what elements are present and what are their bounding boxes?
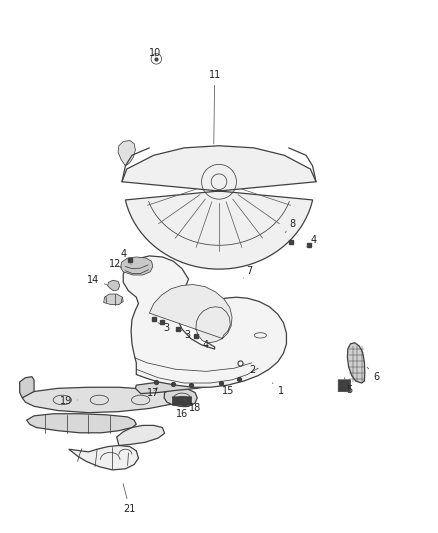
- Text: 2: 2: [244, 364, 255, 375]
- Polygon shape: [108, 280, 120, 291]
- Text: 7: 7: [244, 266, 253, 278]
- Polygon shape: [122, 146, 316, 269]
- Text: 4: 4: [307, 235, 317, 246]
- Polygon shape: [104, 294, 123, 305]
- Polygon shape: [120, 257, 153, 275]
- FancyBboxPatch shape: [173, 397, 191, 405]
- Text: 11: 11: [208, 70, 221, 144]
- Text: 6: 6: [367, 367, 380, 382]
- Polygon shape: [149, 285, 232, 343]
- Text: 8: 8: [285, 219, 295, 232]
- Polygon shape: [164, 389, 197, 406]
- Text: 5: 5: [344, 378, 353, 395]
- Polygon shape: [135, 372, 239, 393]
- Polygon shape: [118, 141, 135, 166]
- Polygon shape: [117, 425, 165, 446]
- Text: 15: 15: [221, 381, 234, 397]
- Text: 3: 3: [180, 329, 191, 341]
- Text: 14: 14: [87, 274, 107, 285]
- Text: 17: 17: [147, 387, 159, 398]
- Polygon shape: [123, 256, 286, 387]
- Text: 16: 16: [176, 403, 188, 419]
- Text: 18: 18: [184, 399, 201, 414]
- Text: 1: 1: [272, 383, 284, 397]
- Polygon shape: [27, 414, 136, 433]
- Polygon shape: [155, 380, 163, 389]
- Text: 3: 3: [158, 322, 169, 333]
- Polygon shape: [20, 377, 34, 398]
- Text: 12: 12: [109, 260, 122, 269]
- Polygon shape: [22, 387, 184, 413]
- Text: 10: 10: [148, 47, 161, 58]
- Text: 4: 4: [197, 336, 209, 350]
- Text: 4: 4: [121, 249, 131, 264]
- FancyBboxPatch shape: [338, 380, 350, 392]
- Text: 19: 19: [60, 396, 78, 406]
- Polygon shape: [69, 446, 138, 470]
- Polygon shape: [347, 343, 365, 383]
- Text: 21: 21: [123, 483, 136, 514]
